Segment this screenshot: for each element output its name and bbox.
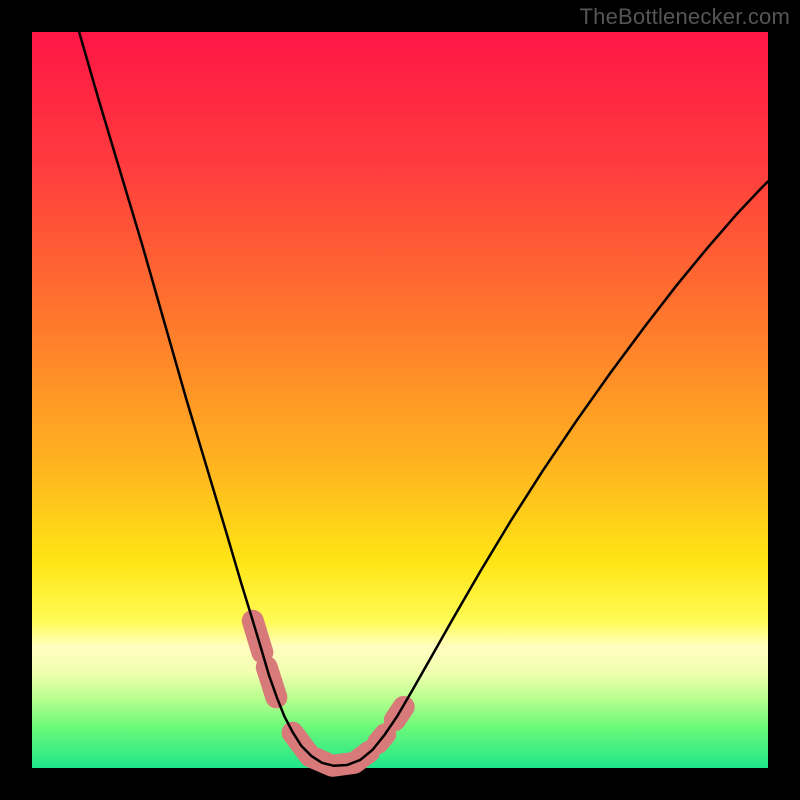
- source-watermark: TheBottlenecker.com: [580, 4, 790, 30]
- chart-stage: TheBottlenecker.com: [0, 0, 800, 800]
- gradient-plot-background: [32, 32, 768, 768]
- bottleneck-chart-svg: [0, 0, 800, 800]
